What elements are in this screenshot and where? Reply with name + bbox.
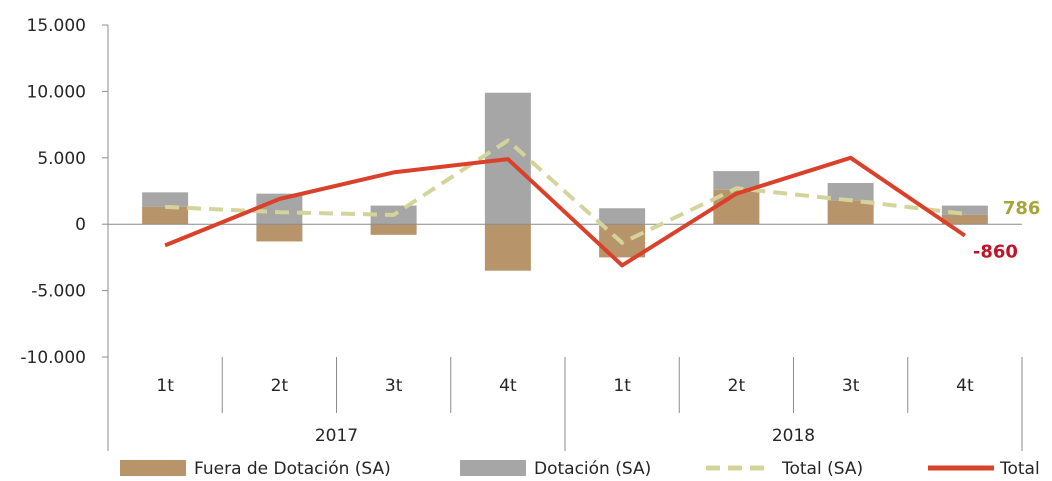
total-sa-line: [165, 138, 966, 245]
legend-label: Total (SA): [781, 459, 863, 479]
y-tick-label: -5.000: [31, 282, 86, 302]
bars: [142, 92, 988, 271]
x-tick-label: 3t: [385, 376, 403, 396]
y-tick-label: 5.000: [37, 149, 86, 169]
y-tick-label: 15.000: [27, 16, 86, 36]
y-axis: 15.000 10.000 5.000 0 -5.000 -10.000: [20, 16, 109, 368]
legend-label: Fuera de Dotación (SA): [194, 459, 391, 479]
x-tick-label: 1t: [156, 376, 174, 396]
bar: [827, 200, 874, 225]
bar: [256, 224, 303, 242]
x-tick-label: 2t: [271, 376, 289, 396]
y-tick-label: 10.000: [27, 82, 86, 102]
legend-label: Dotación (SA): [534, 459, 651, 479]
bar: [941, 214, 988, 225]
x-tick-label: 1t: [613, 376, 631, 396]
end-label-total-sa: 786: [1003, 198, 1041, 219]
legend: Fuera de Dotación (SA) Dotación (SA) Total…: [120, 459, 1040, 479]
end-labels: 786 -860: [973, 198, 1041, 263]
x-tick-label: 2t: [728, 376, 746, 396]
x-group-label: 2017: [315, 426, 358, 446]
total-line: [164, 155, 967, 268]
series-lines: [164, 138, 967, 268]
legend-swatch: [460, 460, 526, 476]
bar: [827, 183, 874, 201]
x-tick-label: 4t: [499, 376, 517, 396]
bar: [484, 224, 531, 271]
x-tick-label: 4t: [956, 376, 974, 396]
x-axis: 1t 2t 3t 4t 1t 2t 3t 4t 2017 2018: [107, 357, 1023, 451]
bar: [142, 206, 189, 225]
bar: [713, 171, 760, 190]
x-group-label: 2018: [772, 426, 815, 446]
y-tick-label: -10.000: [20, 348, 86, 368]
bar: [599, 208, 646, 225]
x-tick-label: 3t: [842, 376, 860, 396]
y-tick-label: 0: [75, 215, 86, 235]
legend-swatch: [120, 460, 186, 476]
bar: [370, 224, 417, 235]
legend-label: Total: [999, 459, 1040, 479]
bar: [941, 205, 988, 215]
bar: [142, 192, 189, 207]
end-label-total: -860: [973, 242, 1018, 263]
